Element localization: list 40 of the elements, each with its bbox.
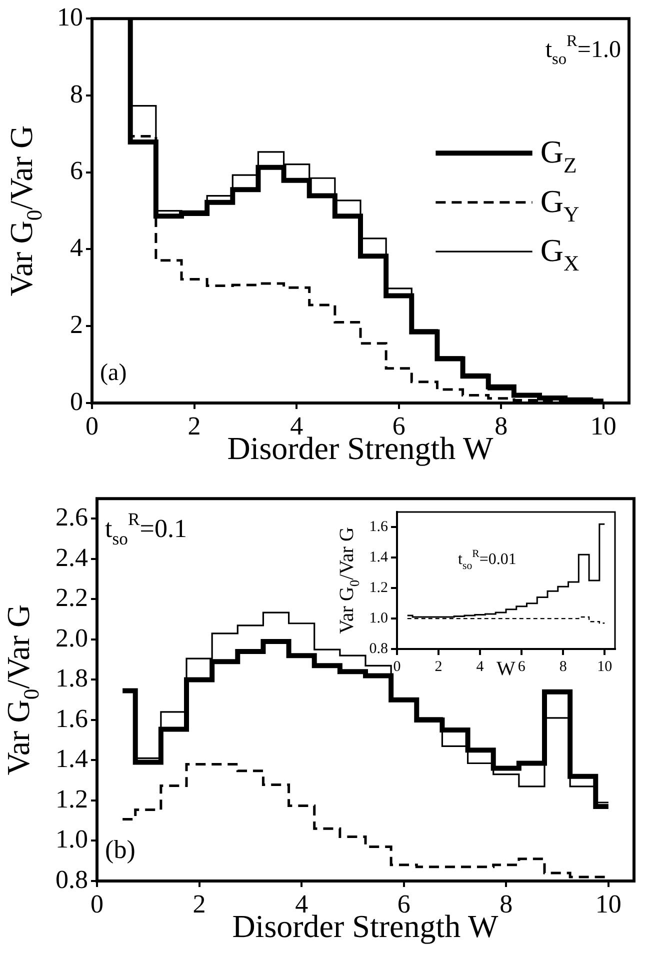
y-tick-label: 0.8	[369, 640, 388, 657]
x-tick-label: 2	[192, 889, 206, 918]
y-axis-title: Var G0/Var G	[3, 125, 47, 296]
x-tick-label: 2	[434, 658, 442, 675]
x-tick-label: 10	[590, 411, 616, 440]
x-tick-label: 8	[494, 411, 508, 440]
y-tick-label: 1.0	[56, 824, 88, 854]
y-tick-label: 2	[70, 310, 83, 339]
y-tick-label: 0	[70, 386, 83, 416]
x-tick-label: 0	[393, 658, 401, 675]
annotation: (a)	[100, 360, 127, 386]
y-tick-label: 1.4	[369, 550, 388, 566]
y-tick-label: 2.2	[56, 583, 88, 612]
x-axis-title: W	[496, 658, 516, 680]
x-tick-label: 8	[559, 658, 567, 675]
y-tick-label: 10	[57, 2, 83, 32]
y-tick-label: 1.4	[56, 744, 88, 774]
y-tick-label: 2.4	[56, 542, 88, 572]
y-axis-title: Var G0/Var G	[0, 604, 44, 776]
x-tick-label: 10	[595, 889, 622, 918]
x-tick-label: 4	[476, 658, 484, 675]
x-tick-label: 6	[518, 658, 526, 675]
y-tick-label: 0.8	[56, 864, 88, 894]
y-tick-label: 1.2	[56, 784, 88, 814]
x-tick-label: 10	[597, 658, 612, 675]
y-tick-label: 1.2	[369, 580, 388, 596]
y-tick-label: 1.0	[369, 610, 388, 626]
y-tick-label: 2.6	[56, 502, 88, 532]
y-tick-label: 2.0	[56, 623, 88, 652]
annotation: (b)	[105, 835, 136, 864]
y-tick-label: 1.8	[56, 664, 88, 693]
x-tick-label: 8	[500, 889, 513, 918]
x-tick-label: 6	[397, 889, 410, 918]
y-tick-label: 8	[70, 79, 83, 108]
y-axis-title: Var G0/Var G	[336, 527, 362, 634]
y-tick-label: 1.6	[56, 704, 88, 733]
x-tick-label: 2	[188, 411, 201, 440]
y-tick-label: 1.6	[369, 519, 388, 536]
y-tick-label: 4	[70, 233, 83, 262]
y-tick-label: 6	[70, 156, 83, 186]
